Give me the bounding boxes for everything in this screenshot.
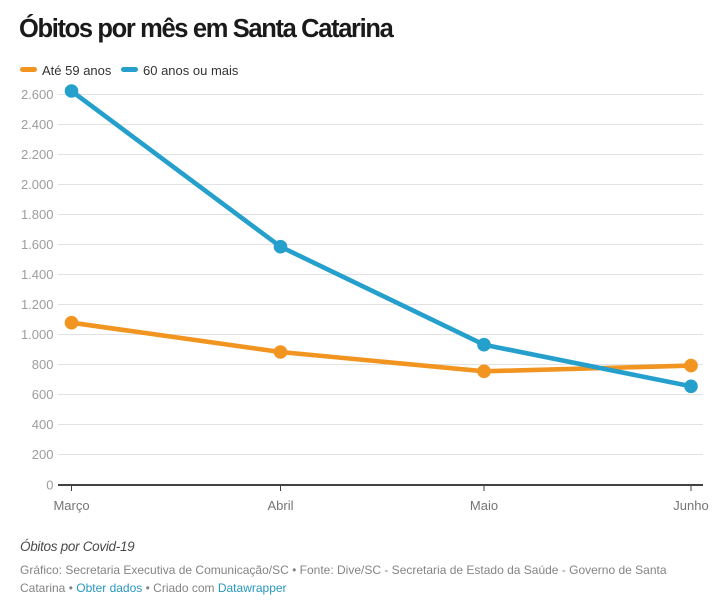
svg-text:2.000: 2.000: [21, 177, 54, 192]
svg-text:Maio: Maio: [470, 498, 498, 513]
svg-text:800: 800: [32, 357, 54, 372]
svg-text:Junho: Junho: [673, 498, 708, 513]
svg-text:1.400: 1.400: [21, 267, 54, 282]
svg-text:2.600: 2.600: [21, 87, 54, 102]
svg-text:1.800: 1.800: [21, 207, 54, 222]
svg-text:Março: Março: [53, 498, 89, 513]
svg-text:Abril: Abril: [267, 498, 293, 513]
svg-text:1.000: 1.000: [21, 327, 54, 342]
svg-text:1.200: 1.200: [21, 297, 54, 312]
svg-text:200: 200: [32, 447, 54, 462]
svg-text:600: 600: [32, 387, 54, 402]
svg-text:0: 0: [46, 477, 53, 492]
svg-text:2.200: 2.200: [21, 147, 54, 162]
svg-text:400: 400: [32, 417, 54, 432]
svg-text:1.600: 1.600: [21, 237, 54, 252]
svg-text:2.400: 2.400: [21, 117, 54, 132]
